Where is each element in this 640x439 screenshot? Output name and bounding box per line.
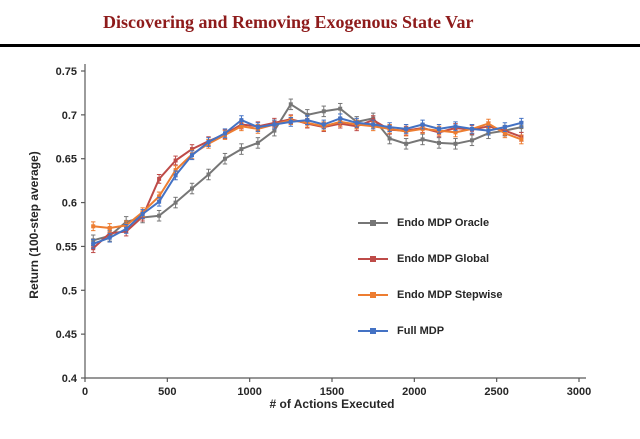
legend-marker xyxy=(370,327,376,334)
legend-item: Full MDP xyxy=(358,320,503,341)
x-tick-label: 2500 xyxy=(484,386,508,398)
data-point-marker xyxy=(371,122,376,127)
data-point-marker xyxy=(486,121,491,126)
data-point-marker xyxy=(453,130,458,135)
figure: Return (100-step average) # of Actions E… xyxy=(0,50,640,439)
y-tick-label: 0.65 xyxy=(56,154,77,166)
legend-label: Full MDP xyxy=(397,324,445,337)
x-tick-label: 2000 xyxy=(402,386,426,398)
data-point-marker xyxy=(173,168,178,173)
data-point-marker xyxy=(206,172,211,177)
data-point-marker xyxy=(124,226,129,231)
data-point-marker xyxy=(387,136,392,141)
y-axis-title: Return (100-step average) xyxy=(27,151,41,298)
data-point-marker xyxy=(288,119,293,124)
data-point-marker xyxy=(288,102,293,107)
data-point-marker xyxy=(91,224,96,229)
data-point-marker xyxy=(321,122,326,127)
data-point-marker xyxy=(255,140,260,145)
data-point-marker xyxy=(107,226,112,230)
data-point-marker xyxy=(173,173,178,178)
data-point-marker xyxy=(173,158,178,163)
data-point-marker xyxy=(223,131,227,136)
legend-marker xyxy=(370,291,376,298)
series-full-mdp xyxy=(91,113,524,249)
data-point-marker xyxy=(190,147,194,152)
data-point-marker xyxy=(190,186,194,191)
data-point-marker xyxy=(321,109,326,114)
data-point-marker xyxy=(420,137,425,142)
data-point-marker xyxy=(387,125,392,130)
chart-plot: 0.4 0.45 0.5 0.55 0.6 0.65 0.7 0.75 0 500 1000 1500… xyxy=(56,64,591,398)
legend-line xyxy=(358,255,388,262)
y-tick-label: 0.45 xyxy=(56,329,77,341)
y-tick-label: 0.55 xyxy=(56,241,77,253)
data-point-marker xyxy=(338,106,343,111)
data-point-marker xyxy=(305,118,310,123)
legend-item: Endo MDP Oracle xyxy=(358,212,503,233)
data-point-marker xyxy=(190,153,194,158)
x-tick-label: 3000 xyxy=(567,386,591,398)
paper-title: Discovering and Removing Exogenous State… xyxy=(103,12,474,32)
data-point-marker xyxy=(404,126,409,131)
x-tick-label: 1500 xyxy=(320,386,344,398)
data-point-marker xyxy=(107,235,112,240)
data-point-marker xyxy=(486,128,491,133)
data-point-marker xyxy=(437,140,441,145)
data-point-marker xyxy=(519,137,524,142)
data-point-marker xyxy=(91,241,96,246)
y-tick-label: 0.7 xyxy=(62,110,77,122)
data-point-marker xyxy=(157,213,162,218)
legend-label: Endo MDP Oracle xyxy=(397,216,490,229)
data-point-marker xyxy=(157,194,162,199)
legend-line xyxy=(358,219,388,226)
paper-header: Discovering and Removing Exogenous State… xyxy=(0,0,640,47)
y-tick-label: 0.75 xyxy=(56,66,77,78)
data-point-marker xyxy=(354,120,359,125)
chart-legend: Endo MDP Oracle Endo MDP Global Endo MDP S… xyxy=(358,212,503,341)
data-point-marker xyxy=(140,212,145,216)
y-tick-label: 0.5 xyxy=(62,285,77,297)
data-point-marker xyxy=(239,118,244,123)
data-point-marker xyxy=(173,200,178,205)
legend-marker xyxy=(370,219,376,226)
data-point-marker xyxy=(223,156,227,161)
data-point-marker xyxy=(502,131,507,136)
data-point-marker xyxy=(157,199,162,204)
data-point-marker xyxy=(470,138,474,143)
data-point-marker xyxy=(255,125,260,130)
data-point-marker xyxy=(272,128,277,133)
x-tick-label: 1000 xyxy=(237,386,261,398)
y-tick-label: 0.4 xyxy=(62,373,78,385)
chart-svg: Return (100-step average) # of Actions E… xyxy=(27,64,591,411)
x-tick-label: 0 xyxy=(82,386,88,398)
data-point-marker xyxy=(420,122,425,127)
legend-label: Endo MDP Stepwise xyxy=(397,288,503,301)
data-point-marker xyxy=(470,126,474,131)
data-point-marker xyxy=(338,116,343,121)
data-point-marker xyxy=(453,124,458,129)
legend-item: Endo MDP Stepwise xyxy=(358,284,503,305)
x-axis-title: # of Actions Executed xyxy=(270,397,395,411)
x-tick-label: 500 xyxy=(158,386,176,398)
data-point-marker xyxy=(305,112,310,117)
legend-line xyxy=(358,327,388,334)
data-point-marker xyxy=(157,176,162,181)
legend-line xyxy=(358,291,388,298)
legend-marker xyxy=(370,255,376,262)
data-point-marker xyxy=(239,147,244,152)
data-point-marker xyxy=(272,122,277,127)
data-point-marker xyxy=(502,125,507,130)
data-point-marker xyxy=(453,141,458,146)
data-point-marker xyxy=(437,126,441,131)
data-point-marker xyxy=(519,120,524,125)
data-point-marker xyxy=(404,141,409,146)
legend-item: Endo MDP Global xyxy=(358,248,503,269)
y-tick-label: 0.6 xyxy=(62,198,77,210)
data-point-marker xyxy=(239,124,244,129)
data-point-marker xyxy=(206,140,211,144)
legend-label: Endo MDP Global xyxy=(397,252,490,265)
